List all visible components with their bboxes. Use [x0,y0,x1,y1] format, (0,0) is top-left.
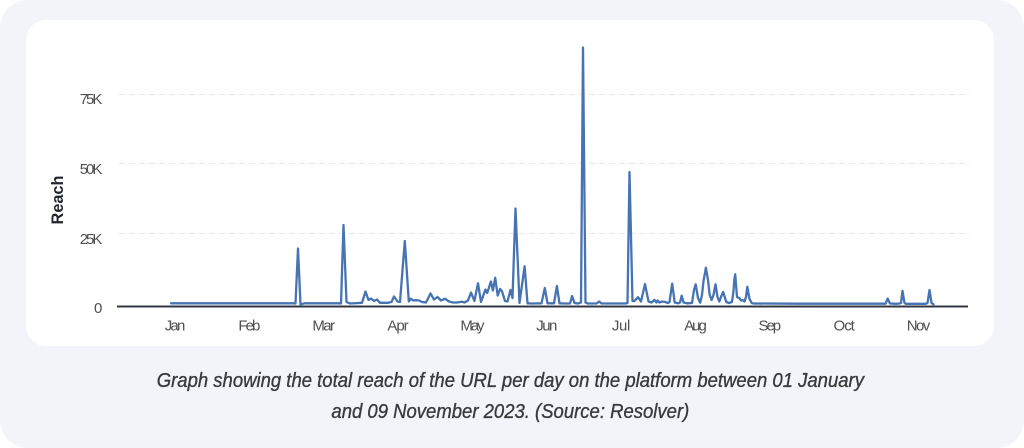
svg-text:Nov: Nov [907,317,931,334]
svg-text:25K: 25K [80,231,103,248]
svg-text:Sep: Sep [758,317,781,334]
svg-text:Feb: Feb [238,317,260,334]
svg-text:Jun: Jun [536,317,557,334]
svg-text:Reach: Reach [49,176,67,225]
svg-text:Mar: Mar [312,317,335,334]
svg-text:Aug: Aug [684,317,707,334]
svg-text:Oct: Oct [834,317,856,334]
svg-text:75K: 75K [80,91,103,108]
svg-text:Jul: Jul [612,317,630,334]
svg-text:Jan: Jan [165,317,186,334]
svg-text:0: 0 [94,300,102,317]
svg-text:50K: 50K [80,161,103,178]
svg-text:Apr: Apr [387,317,408,334]
svg-text:May: May [460,317,485,334]
